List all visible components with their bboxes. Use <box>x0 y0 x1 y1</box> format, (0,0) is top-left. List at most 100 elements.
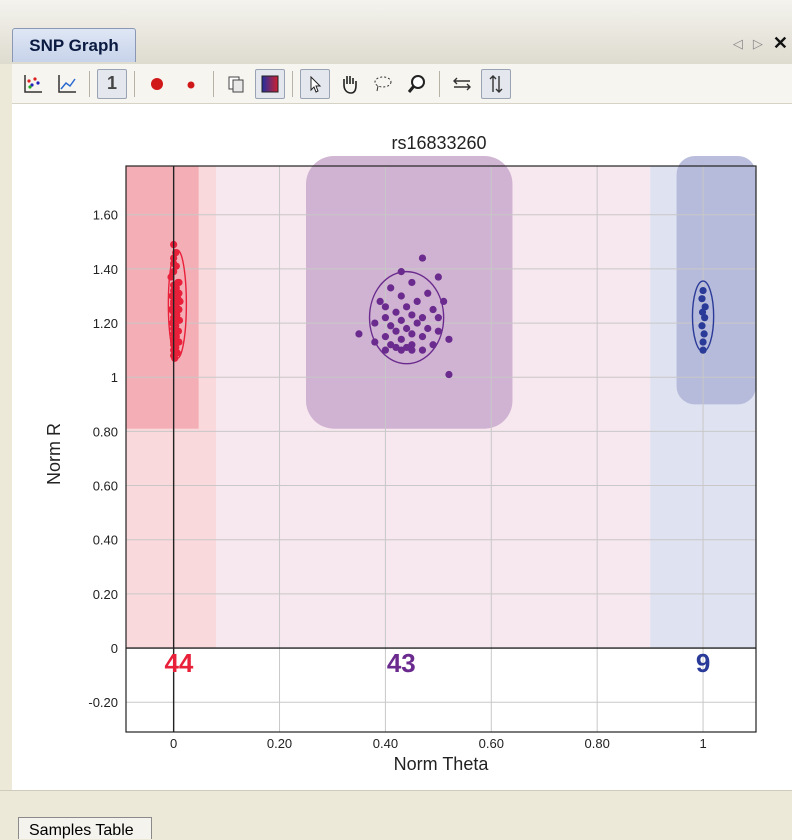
lasso-icon[interactable] <box>368 69 398 99</box>
cluster-counts: 44 43 9 <box>164 648 710 678</box>
y-tick-label: 0 <box>111 641 118 656</box>
data-point-aa <box>167 273 175 281</box>
y-tick-label: 0.60 <box>93 479 118 494</box>
color-toggle-icon[interactable] <box>255 68 285 99</box>
data-points <box>167 240 709 379</box>
y-tick-label: 1.20 <box>93 316 118 331</box>
x-axis-label: Norm Theta <box>394 754 490 774</box>
data-point-ab <box>387 341 395 349</box>
data-point-ab <box>371 338 379 346</box>
y-tick-label: 1.60 <box>93 208 118 223</box>
data-point-aa <box>175 289 183 297</box>
data-point-aa <box>171 303 179 311</box>
pan-hand-icon[interactable] <box>334 69 364 99</box>
data-point-ab <box>408 330 416 338</box>
rows-count-button[interactable]: 1 <box>97 68 127 99</box>
data-point-aa <box>173 327 181 335</box>
tick-labels: 0 0.20 0.40 0.60 0.80 1 -0.20 0 0.20 0.40 0.60 0.80… <box>88 208 706 751</box>
toolbar-separator <box>292 70 293 97</box>
cluster-ellipse-ab <box>368 270 445 365</box>
y-tick-label: -0.20 <box>88 695 118 710</box>
data-point-ab <box>381 346 390 354</box>
data-point-bb <box>701 314 709 322</box>
data-point-ab <box>402 324 411 333</box>
data-point-ab <box>402 343 411 352</box>
data-point-ab <box>392 308 400 316</box>
graph-panel: rs16833260 0 0.20 0.40 0.60 0.80 1 -0.20 0 0.20 0… <box>12 104 792 790</box>
x-tick-label: 0.20 <box>267 736 292 751</box>
panel-title-bar: SNP Graph ◁ ▷ ✕ <box>0 0 792 64</box>
graph-toolbar: 1 <box>12 64 792 104</box>
data-point-ab <box>376 297 384 306</box>
window-controls: ◁ ▷ ✕ <box>733 33 788 54</box>
data-point-ab <box>408 341 416 349</box>
fit-x-icon[interactable] <box>447 69 477 99</box>
tab-samples-table[interactable]: Samples Table <box>18 817 152 839</box>
data-point-ab <box>371 319 379 327</box>
fit-y-icon[interactable] <box>481 68 511 99</box>
cluster-count-ab: 43 <box>387 648 416 678</box>
data-point-ab <box>440 297 448 306</box>
data-point-ab <box>413 297 421 306</box>
data-point-ab <box>445 370 453 379</box>
y-tick-label: 1.40 <box>93 262 118 277</box>
axis-plot-icon[interactable] <box>52 69 82 99</box>
data-point-ab <box>429 305 437 314</box>
data-point-ab <box>397 268 405 276</box>
data-point-ab <box>402 303 411 311</box>
data-point-ab <box>424 324 432 333</box>
small-dot-icon[interactable] <box>176 69 206 99</box>
region-bb-core <box>676 156 756 405</box>
data-point-ab <box>397 316 405 324</box>
data-point-aa <box>171 354 179 362</box>
data-point-ab <box>418 314 427 322</box>
x-tick-label: 1 <box>699 736 706 751</box>
snp-scatter-chart[interactable]: rs16833260 0 0.20 0.40 0.60 0.80 1-0.2000.200… <box>12 104 792 790</box>
data-point-ab <box>429 341 437 349</box>
data-point-aa <box>176 297 184 306</box>
large-dot-icon[interactable] <box>142 69 172 99</box>
chart-title: rs16833260 <box>391 133 486 153</box>
data-point-ab <box>408 346 416 354</box>
cluster-count-aa: 44 <box>164 648 193 678</box>
data-point-bb <box>698 322 706 330</box>
data-point-bb <box>699 338 707 346</box>
cluster-count-bb: 9 <box>696 648 710 678</box>
data-point-ab <box>408 311 416 319</box>
data-point-ab <box>381 303 390 311</box>
data-point-ab <box>418 333 427 341</box>
pointer-tool-icon[interactable] <box>300 68 330 99</box>
data-point-ab <box>408 278 416 287</box>
data-point-ab <box>424 289 432 297</box>
plot-frame <box>125 165 757 733</box>
rows-count-label: 1 <box>106 73 117 93</box>
y-tick-label: 0.40 <box>93 533 118 548</box>
close-icon[interactable]: ✕ <box>772 33 788 53</box>
data-point-ab <box>381 314 390 322</box>
region-aa-core <box>126 166 199 429</box>
scatter-plot-icon[interactable] <box>18 69 48 99</box>
data-point-ab <box>392 327 400 335</box>
data-point-ab <box>418 346 427 354</box>
data-point-bb <box>701 303 709 311</box>
data-point-aa <box>175 338 183 346</box>
bottom-tab-strip: Samples Table <box>0 790 792 839</box>
x-tick-label: 0.40 <box>373 736 398 751</box>
data-point-aa <box>174 278 182 287</box>
data-point-ab <box>397 346 405 354</box>
data-point-bb <box>700 330 708 338</box>
toolbar-separator <box>213 70 214 97</box>
y-tick-label: 0.80 <box>93 424 118 439</box>
copy-icon[interactable] <box>221 69 251 99</box>
scroll-right-icon[interactable]: ▷ <box>752 35 763 51</box>
genotype-regions <box>126 156 756 649</box>
zoom-icon[interactable] <box>402 69 432 99</box>
data-point-ab <box>392 343 400 352</box>
tab-snp-graph[interactable]: SNP Graph <box>12 28 136 62</box>
scroll-left-icon[interactable]: ◁ <box>732 35 743 51</box>
x-tick-label: 0 <box>170 736 177 751</box>
data-point-ab <box>387 322 395 330</box>
x-tick-label: 0.80 <box>585 736 610 751</box>
data-point-bb <box>699 286 707 295</box>
toolbar-separator <box>134 70 135 97</box>
